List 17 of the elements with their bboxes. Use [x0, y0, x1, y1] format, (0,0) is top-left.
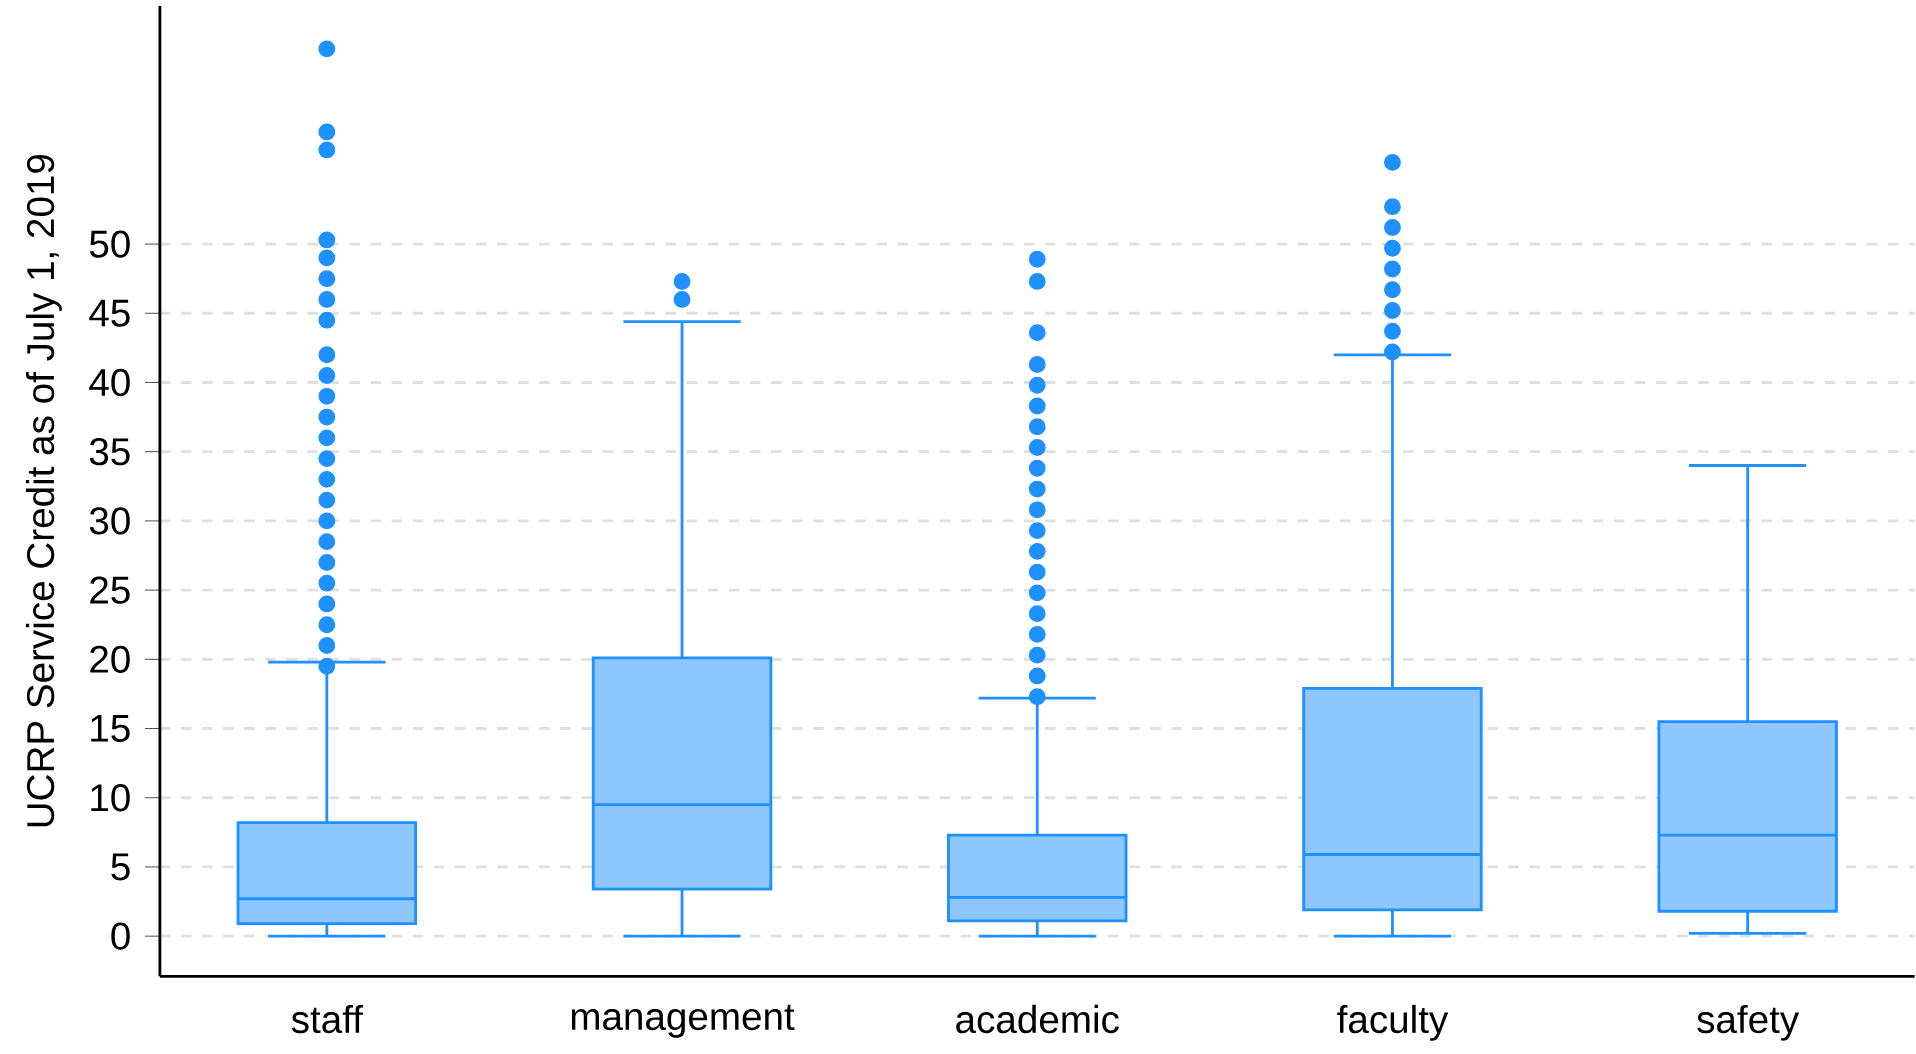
- x-tick-label: management: [571, 1005, 795, 1038]
- x-tick-label: staff: [291, 1005, 364, 1034]
- y-tick-label: 40: [89, 368, 130, 397]
- x-tick-label: safety: [1697, 1005, 1800, 1041]
- y-tick-label: 50: [89, 230, 130, 258]
- y-tick-label: 15: [91, 715, 130, 743]
- y-tick-label: 35: [89, 438, 130, 466]
- x-tick-label: academic: [956, 1004, 1119, 1034]
- y-tick-label: 0: [111, 922, 130, 950]
- x-tick-label: faculty: [1337, 1004, 1449, 1041]
- y-tick-label: 5: [111, 853, 130, 881]
- y-tick-label: 30: [89, 507, 130, 535]
- y-tick-label: 20: [90, 645, 130, 674]
- y-axis-title: UCRP Service Credit as of July 1, 2019: [25, 155, 62, 827]
- y-tick-label: 25: [90, 576, 130, 604]
- y-tick-label: 10: [91, 784, 130, 812]
- y-tick-label: 45: [89, 299, 130, 327]
